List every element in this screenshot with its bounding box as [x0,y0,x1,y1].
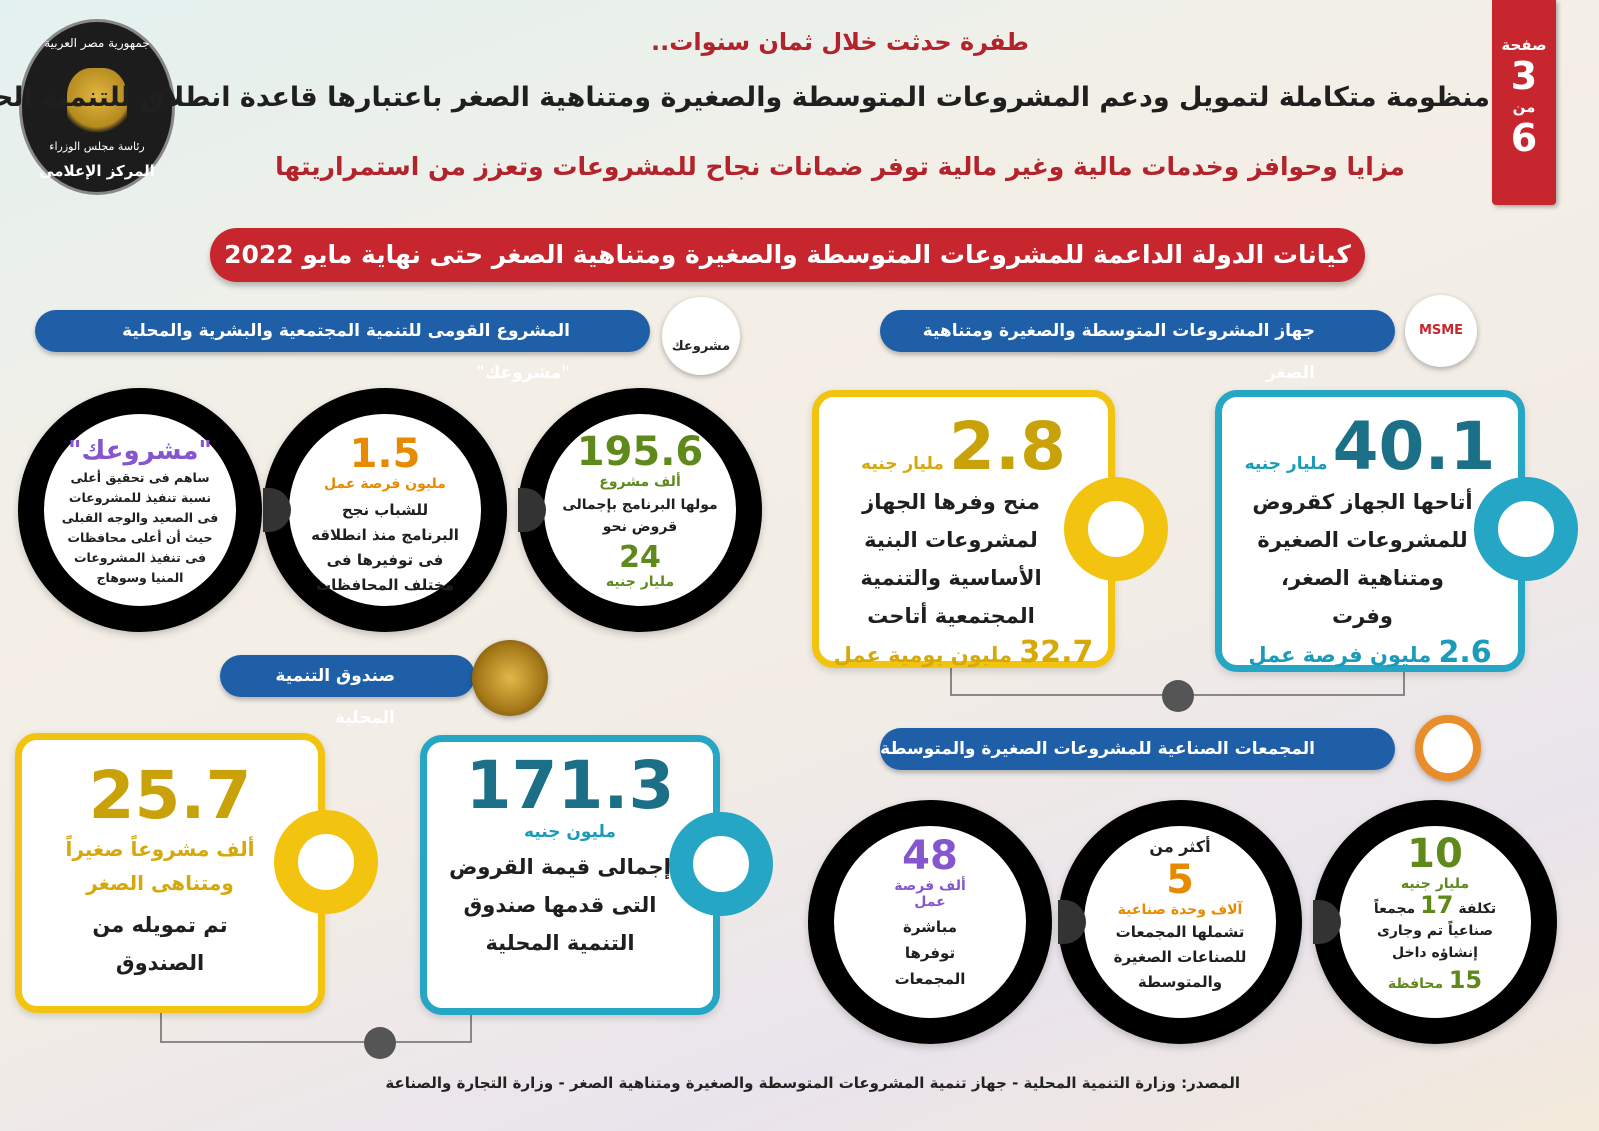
circle-value: 5 [1166,857,1194,903]
logo: جمهورية مصر العربية رئاسة مجلس الوزراء ا… [22,22,172,192]
page-label: صفحة [1501,36,1547,54]
circle-text: مولها البرنامج بإجمالى قروض نحو [562,497,718,535]
card-unit: ألف مشروعاً صغيراً ومتناهى الصغر [65,837,255,895]
card-text: إجمالى قيمة القروض التى قدمها صندوق التن… [449,855,671,955]
circle-value: 195.6 [576,429,704,475]
connector [1403,670,1405,695]
connector-dot [1162,680,1194,712]
stat-card: 171.3 مليون جنيه إجمالى قيمة القروض التى… [420,735,773,1015]
circle-text: مجمعاً صناعياً تم وجارى إنشاؤه داخل [1373,901,1493,961]
card-footer-unit: مليون يومية عمل [833,643,1013,667]
subtitle: مزايا وحوافز وخدمات مالية وغير مالية توف… [275,152,1405,181]
stat-card: 2.8 مليار جنيه منح وفرها الجهاز لمشروعات… [812,390,1168,670]
connector-dot [364,1027,396,1059]
section-title: صندوق التنمية المحلية [220,655,475,728]
card-ring [1064,477,1168,581]
circle-value: 10 [1407,831,1463,877]
logo-text: جمهورية مصر العربية [44,36,150,50]
card-text: أتاحها الجهاز كقروض للمشروعات الصغيرة وم… [1252,490,1473,628]
card-unit: مليون جنيه [524,822,616,842]
circle-value: "مشروعك" [68,436,212,466]
stat-circle: 1.5 مليون فرصة عمل للشباب نجح البرنامج م… [263,388,507,632]
circle-footer: 15 محافظة [1339,966,1531,994]
section-logo: مشروعك [662,297,740,375]
connector [160,1010,162,1042]
card-footer: 32.7 مليون يومية عمل [819,635,1108,670]
card-unit: مليار جنيه [1244,454,1328,474]
kicker: طفرة حدثت خلال ثمان سنوات.. [651,28,1029,56]
section-logo [472,640,548,716]
source: المصدر: وزارة التنمية المحلية - جهاز تنم… [385,1074,1240,1092]
stat-circle: 48 ألف فرصة عمل مباشرة توفرها المجمعات [808,800,1052,1044]
circle-value: 15 [1448,966,1483,994]
circle-text: تكلفة 17 مجمعاً صناعياً تم وجارى إنشاؤه … [1339,892,1531,966]
banner: كيانات الدولة الداعمة للمشروعات المتوسطة… [210,228,1365,282]
circle-unit: مليون فرصة عمل [324,476,446,492]
section-logo [1415,715,1481,781]
connector [160,1041,472,1043]
circle-value: 48 [902,833,958,879]
circle-notch [518,488,546,532]
card-value: 25.7 [88,757,252,834]
stat-circle: أكثر من 5 آلاف وحدة صناعية تشملها المجمع… [1058,800,1302,1044]
card-head: 2.8 مليار جنيه [819,411,1108,483]
card-text: تم تمويله من الصندوق [92,913,228,975]
circle-text: تشملها المجمعات للصناعات الصغيرة والمتوس… [1113,923,1247,991]
section-title: المشروع القومى للتنمية المجتمعية والبشري… [35,310,650,383]
page-badge: صفحة 3 من 6 [1492,0,1556,205]
card-unit: مليار جنيه [861,454,944,474]
logo-text: المركز الإعلامى [39,162,155,180]
circle-notch [1313,900,1341,944]
circle-notch [1058,900,1086,944]
section-title: جهاز المشروعات المتوسطة والصغيرة ومتناهي… [880,310,1395,383]
card-ring [669,812,773,916]
section-logo: MSME [1405,295,1477,367]
card-footer: 2.6 مليون فرصة عمل [1222,635,1518,670]
page-total: 6 [1510,116,1538,160]
stat-circle: 10 مليار جنيه تكلفة 17 مجمعاً صناعياً تم… [1313,800,1557,1044]
card-value: 171.3 [465,747,675,824]
connector [950,665,952,695]
circle-unit: مليار جنيه [605,574,675,590]
logo-text: رئاسة مجلس الوزراء [49,140,145,153]
card-ring [274,810,378,914]
card-footer-unit: مليون فرصة عمل [1248,643,1432,667]
circle-value: 24 [619,540,661,575]
circle-unit: محافظة [1387,976,1444,992]
circle-notch [263,488,291,532]
title: منظومة متكاملة لتمويل ودعم المشروعات الم… [0,82,1490,113]
section-title: المجمعات الصناعية للمشروعات الصغيرة والم… [880,728,1395,770]
stat-circle: "مشروعك" ساهم فى تحقيق أعلى نسبة تنفيذ ل… [18,388,262,632]
stat-card: 40.1 مليار جنيه أتاحها الجهاز كقروض للمش… [1215,390,1578,672]
card-text: منح وفرها الجهاز لمشروعات البنية الأساسي… [860,490,1042,628]
stat-card: 25.7 ألف مشروعاً صغيراً ومتناهى الصغر تم… [15,733,378,1013]
circle-value: 17 [1420,891,1454,919]
card-value: 2.8 [949,408,1066,485]
circle-text: ساهم فى تحقيق أعلى نسبة تنفيذ للمشروعات … [61,470,219,585]
card-value: 40.1 [1332,408,1496,485]
circle-prefix: تكلفة [1458,901,1497,917]
circle-value: 1.5 [349,431,421,477]
logo-emblem [67,68,127,138]
circle-text: للشباب نجح البرنامج منذ انطلاقه فى توفير… [311,501,459,594]
circle-prefix: أكثر من [1149,837,1211,856]
of-label: من [1512,98,1536,116]
circle-unit: آلاف وحدة صناعية [1117,902,1243,918]
card-footer-value: 32.7 [1019,635,1094,670]
circle-unit: ألف مشروع [599,474,681,490]
card-ring [1474,477,1578,581]
page-number: 3 [1510,54,1538,98]
circle-unit: ألف فرصة عمل [894,878,966,910]
card-head: 40.1 مليار جنيه [1222,411,1518,483]
card-footer-value: 2.6 [1438,635,1492,670]
circle-text: مباشرة توفرها المجمعات [894,918,966,988]
circle-unit: مليار جنيه [1400,876,1470,892]
stat-circle: 195.6 ألف مشروع مولها البرنامج بإجمالى ق… [518,388,762,632]
connector [470,1012,472,1042]
